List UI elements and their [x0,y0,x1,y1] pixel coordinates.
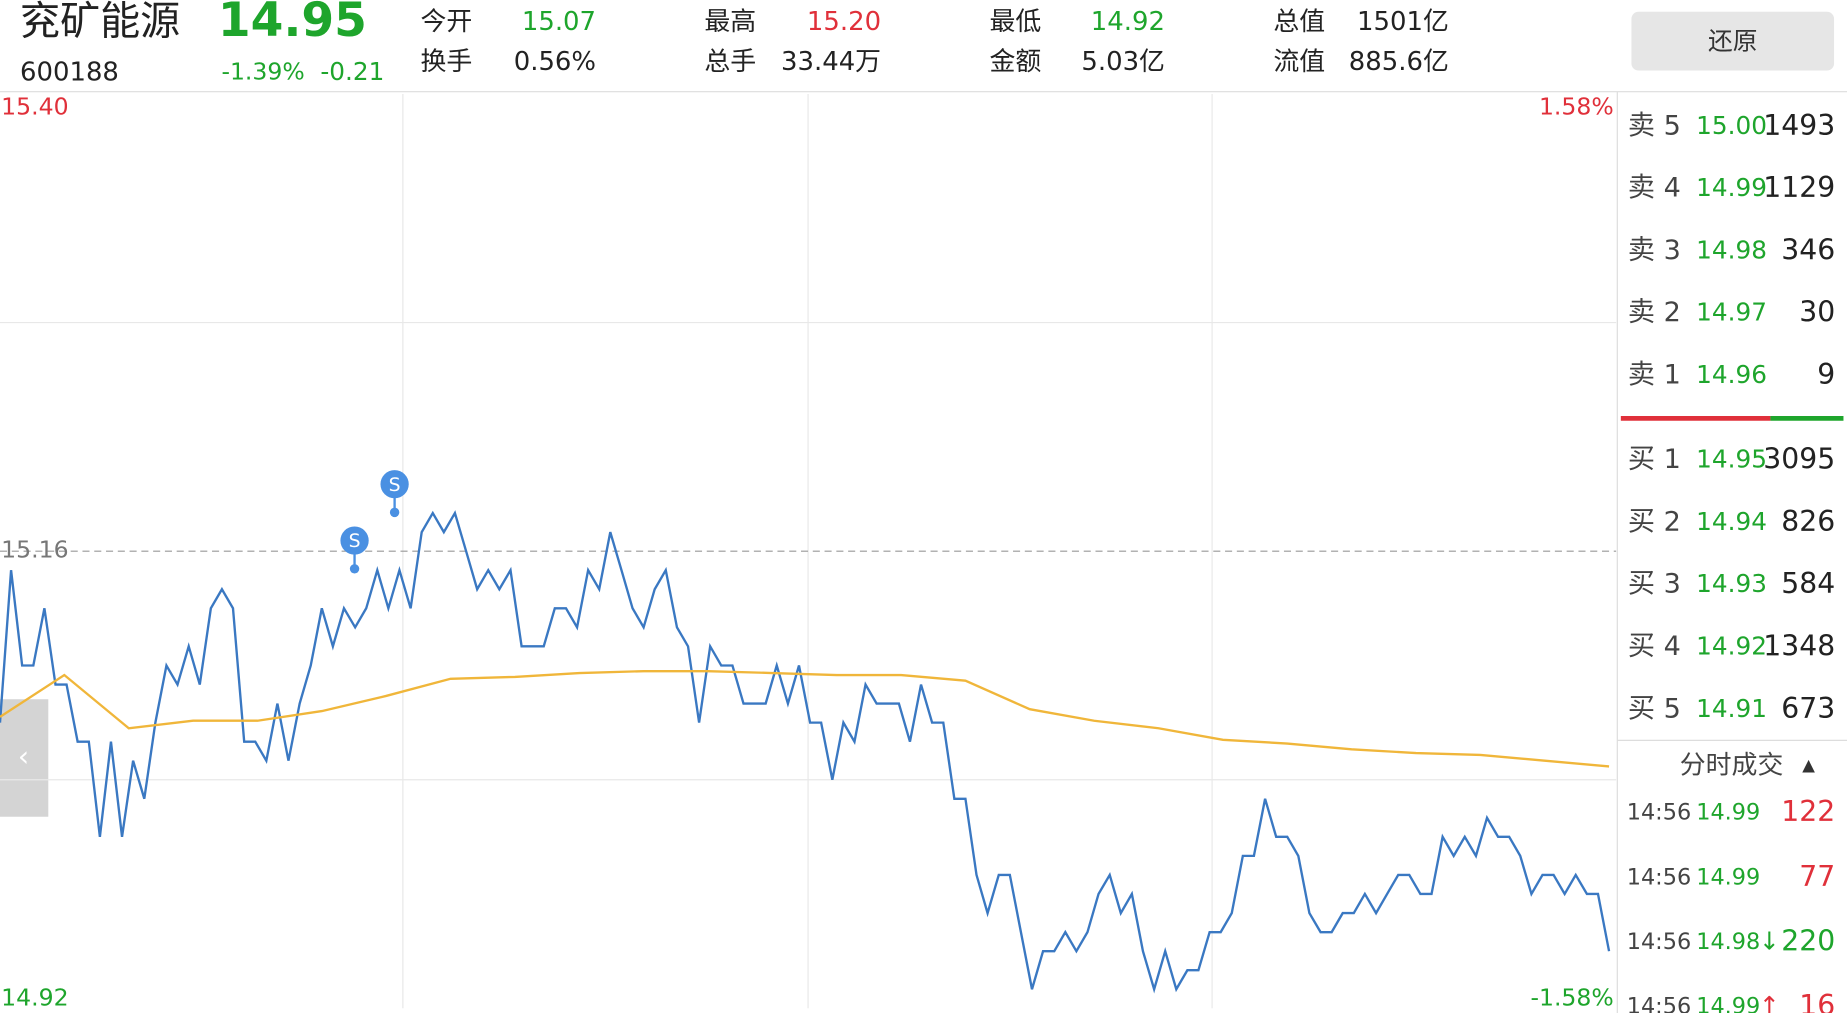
trades-title: 分时成交 [1680,751,1784,781]
book-price: 15.00 [1696,111,1767,140]
book-label: 卖 3 [1628,235,1681,266]
trade-time: 14:56 [1627,864,1691,890]
trade-time: 14:56 [1627,800,1691,826]
stat-label: 总手 [704,47,756,77]
restore-label[interactable]: 还原 [1708,26,1757,55]
stat-value: 14.92 [1091,7,1165,37]
book-volume: 673 [1781,692,1835,725]
stat-label: 金额 [989,47,1041,77]
trade-price: 14.99 [1696,864,1760,890]
stat-value: 15.07 [522,7,596,37]
stat-label: 最高 [704,7,756,37]
stat-label: 换手 [421,47,473,77]
book-volume: 30 [1799,296,1835,329]
book-volume: 3095 [1763,443,1835,476]
y-tick-label: 14.92 [1,983,68,1011]
stat-label: 总值 [1273,7,1325,37]
trade-direction: ↑ [1759,991,1780,1013]
book-price: 14.97 [1696,298,1767,327]
book-label: 买 3 [1628,569,1681,600]
trade-volume: 122 [1781,795,1835,828]
trade-price: 14.99 [1696,800,1760,826]
stat-value: 0.56% [514,47,596,77]
book-volume: 584 [1781,567,1835,600]
trade-volume: 77 [1799,860,1835,893]
stat-value: 33.44万 [781,47,881,77]
book-price: 14.91 [1696,694,1767,723]
book-price: 14.99 [1696,173,1767,202]
book-price: 14.94 [1696,507,1767,536]
book-label: 买 2 [1628,506,1681,537]
trade-volume: 16 [1799,989,1835,1013]
price-line [0,510,1611,994]
collapse-icon[interactable]: ‹ [18,740,29,773]
marker [380,470,409,499]
y2-tick-label: -1.58% [1530,983,1613,1011]
trade-volume: 220 [1781,925,1835,958]
book-volume: 1493 [1763,109,1835,142]
restore-button[interactable] [1631,11,1835,71]
stat-value: 1501亿 [1357,7,1449,37]
book-volume: 9 [1817,358,1835,391]
sort-icon[interactable]: ▲ [1802,756,1815,775]
stat-value: 5.03亿 [1081,47,1165,77]
stat-label: 流值 [1273,47,1325,77]
stock-code: 600188 [20,57,119,87]
book-volume: 346 [1781,234,1835,267]
stat-value: 15.20 [807,7,881,37]
book-label: 买 5 [1628,693,1681,724]
marker-label: S [389,475,401,496]
y-tick-label: 15.40 [1,93,68,121]
stock-name: 兖矿能源 [20,0,180,44]
marker-dot [389,507,400,518]
trade-time: 14:56 [1627,994,1691,1013]
trade-price: 14.99 [1696,994,1760,1013]
book-volume: 826 [1781,505,1835,538]
book-price: 14.92 [1696,632,1767,661]
book-price: 14.96 [1696,360,1767,389]
average-line [0,669,1610,768]
trade-price: 14.98 [1696,929,1760,955]
book-label: 买 4 [1628,631,1681,662]
marker-label: S [349,531,361,552]
book-price: 14.95 [1696,445,1767,474]
book-price: 14.98 [1696,236,1767,265]
stat-value: 885.6亿 [1349,47,1449,77]
book-label: 卖 5 [1628,110,1681,141]
book-volume: 1129 [1763,171,1835,204]
change-pct: -1.39% [221,57,304,85]
book-label: 买 1 [1628,444,1681,475]
trade-direction: ↓ [1759,927,1780,956]
trade-time: 14:56 [1627,929,1691,955]
stat-label: 今开 [421,7,473,37]
collapse-tab[interactable] [0,699,49,817]
change: -0.21 [320,57,384,86]
book-label: 卖 4 [1628,173,1681,204]
marker [340,526,369,555]
stat-label: 最低 [989,7,1041,37]
marker-dot [349,564,360,574]
stock-price: 14.95 [218,0,367,48]
y-tick-label: 15.16 [1,536,68,564]
book-label: 卖 1 [1628,360,1681,391]
book-price: 14.93 [1696,569,1767,598]
book-volume: 1348 [1763,630,1835,663]
y2-tick-label: 1.58% [1539,93,1614,121]
book-label: 卖 2 [1628,297,1681,328]
